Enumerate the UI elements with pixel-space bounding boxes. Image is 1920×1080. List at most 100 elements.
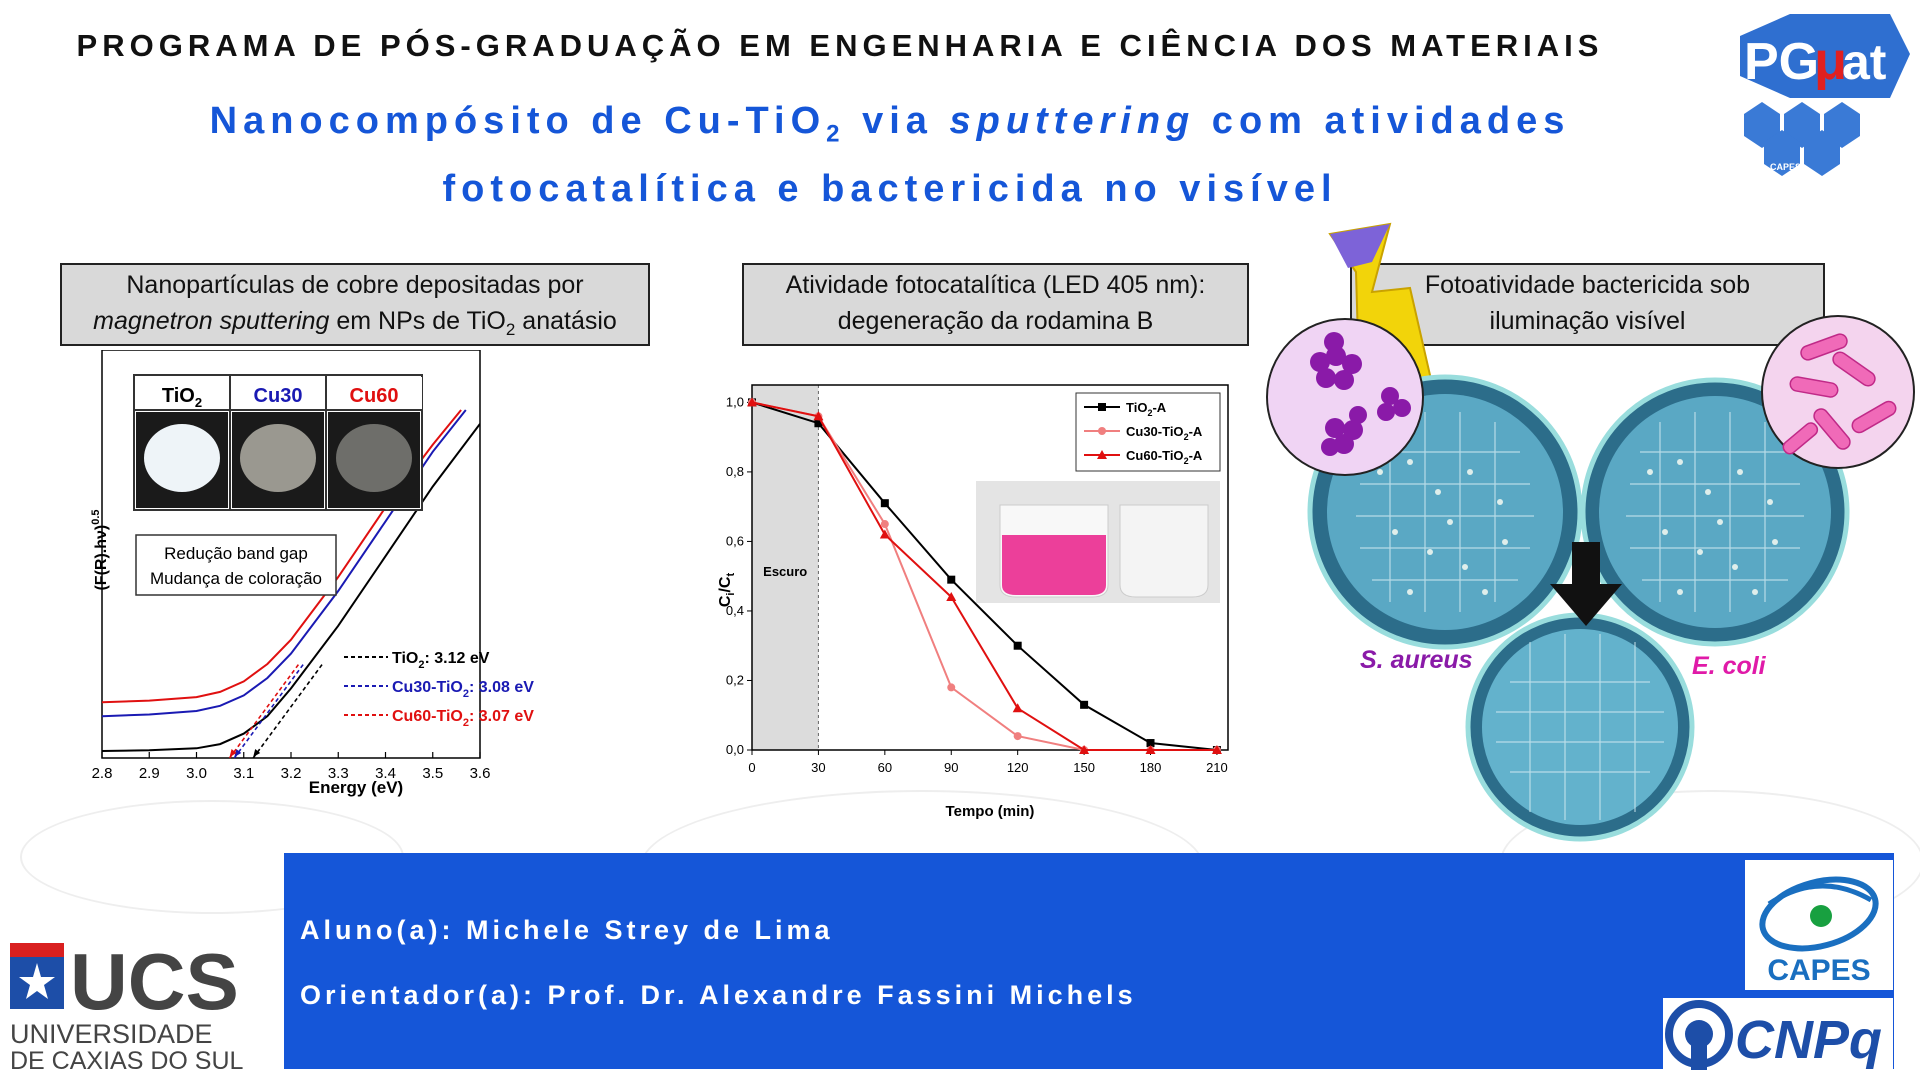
box2-line2: degeneração da rodamina B — [837, 307, 1154, 335]
legend-cu60-a: Cu60-TiO2-A — [1126, 448, 1203, 466]
label-e-coli: E. coli — [1692, 652, 1767, 680]
s-aureus-magnified — [1266, 318, 1424, 476]
box1-sub: 2 — [505, 320, 516, 339]
degradation-point — [814, 419, 823, 428]
box-photocatalytic: Atividade fotocatalítica (LED 405 nm): d… — [742, 263, 1249, 346]
bandgap-tangent-line — [252, 662, 324, 759]
degradation-point — [880, 499, 889, 508]
legend-cu30-a: Cu30-TiO2-A — [1126, 424, 1203, 442]
degradation-point — [747, 397, 757, 407]
box-bactericidal: Fotoatividade bactericida sob iluminação… — [1350, 263, 1825, 346]
ucs-wordmark: UCS — [70, 943, 239, 1026]
pgmat-logo-mu: μ — [1814, 31, 1847, 91]
bandgap-arrowhead — [229, 749, 237, 757]
bandgap-annotation: Redução band gap Mudança de coloração — [135, 534, 337, 596]
sample-label-cu30: Cu30 — [254, 385, 303, 407]
box3-line1: Fotoatividade bactericida sob — [1424, 271, 1751, 299]
sample-label-cu60: Cu60 — [350, 385, 399, 407]
petri-dish-treated — [1465, 612, 1695, 842]
degradation-point — [947, 575, 956, 584]
degradation-ylabel: Ci/Ct — [717, 573, 737, 608]
pgmat-logo-pg: PG — [1744, 33, 1819, 91]
bandgap-x-tick-label: 3.6 — [470, 765, 491, 782]
degradation-point — [813, 411, 824, 421]
bandgap-x-tick-label: 2.8 — [92, 765, 113, 782]
bandgap-x-tick-label: 3.1 — [233, 765, 254, 782]
bandgap-x-tick-label: 3.4 — [375, 765, 396, 782]
bandgap-x-tick-label: 3.2 — [281, 765, 302, 782]
sample-label-tio2: TiO2 — [162, 385, 202, 410]
bandgap-ylabel: (F(R).hν)0.5 — [90, 509, 110, 590]
degradation-xlabel: Tempo (min) — [946, 803, 1035, 820]
annotation-line2: Mudança de coloração — [150, 569, 322, 588]
bandgap-x-tick-label: 3.5 — [422, 765, 443, 782]
petri-dish-e-coli — [1580, 377, 1850, 647]
advisor-name: Orientador(a): Prof. Dr. Alexandre Fassi… — [300, 980, 1137, 1010]
bandgap-chart: (F(R).hν)0.5 2.8 2.9 3.0 3.1 3.2 3.3 3.4 3.5 3.6… — [90, 350, 534, 797]
title-text: via — [845, 100, 950, 142]
degradation-x-tick-label: 180 — [1140, 760, 1162, 775]
degradation-point — [879, 529, 890, 539]
box1-line2: magnetron sputtering em NPs de TiO2 anat… — [62, 303, 648, 348]
bandgap-arrowhead — [234, 749, 242, 757]
bandgap-tangent-line — [228, 662, 301, 759]
bacteria-illustration: S. aureus E. coli — [1266, 222, 1915, 842]
credits-bar — [284, 853, 1894, 1069]
degradation-point — [1012, 703, 1023, 713]
e-coli-magnified — [1761, 315, 1915, 469]
program-title: PROGRAMA DE PÓS-GRADUAÇÃO EM ENGENHARIA … — [76, 28, 1604, 63]
title-italic: sputtering — [949, 100, 1196, 142]
legend-tio2-a: TiO2-A — [1126, 400, 1167, 418]
annotation-line1: Redução band gap — [164, 544, 308, 563]
bandgap-series-line — [102, 423, 480, 752]
dark-region — [752, 385, 819, 750]
legend-tio2: TiO2: 3.12 eV — [392, 650, 490, 671]
box1-italic: magnetron sputtering — [93, 307, 330, 335]
pgmat-logo: PG μ at CAPES — [1740, 14, 1910, 176]
degradation-point — [947, 683, 956, 692]
bandgap-arrowhead — [253, 749, 261, 757]
bandgap-x-tick-label: 3.3 — [328, 765, 349, 782]
down-arrow-icon — [1550, 542, 1622, 626]
degradation-x-tick-label: 150 — [1073, 760, 1095, 775]
degradation-x-tick-label: 30 — [811, 760, 825, 775]
degradation-point — [1146, 739, 1155, 748]
degradation-y-tick-label: 0,0 — [726, 742, 744, 757]
bandgap-xlabel: Energy (eV) — [309, 778, 403, 797]
beaker-photo-inset — [976, 481, 1220, 603]
degradation-y-tick-label: 0,6 — [726, 533, 744, 548]
degradation-x-tick-label: 90 — [944, 760, 958, 775]
bandgap-x-tick-label: 3.0 — [186, 765, 207, 782]
sample-photo-inset: TiO2 Cu30 Cu60 — [133, 374, 423, 511]
degradation-legend: TiO2-A Cu30-TiO2-A Cu60-TiO2-A — [1075, 392, 1221, 472]
cnpq-text: CNPq — [1735, 1010, 1882, 1070]
degradation-plot-frame — [751, 384, 1229, 751]
degradation-series-line — [751, 401, 1217, 751]
degradation-chart: Ci/Ct Escuro 0 30 60 90 120 150 180 210 0,0 0,2 0,4… — [717, 384, 1229, 820]
degradation-point — [1013, 732, 1022, 741]
cnpq-logo: CNPq — [1663, 998, 1893, 1070]
degradation-point — [946, 592, 957, 602]
title-text: com atividades — [1195, 100, 1571, 142]
degradation-x-tick-label: 120 — [1007, 760, 1029, 775]
degradation-point — [1211, 745, 1222, 754]
poster-title-line-1: Nanocompósito de Cu-TiO2 via sputtering … — [0, 100, 1780, 149]
degraded-beaker — [1119, 504, 1209, 598]
capes-logo: CAPES — [1745, 860, 1893, 990]
degradation-x-tick-label: 0 — [748, 760, 755, 775]
legend-cu60: Cu60-TiO2: 3.07 eV — [392, 708, 534, 729]
degradation-y-tick-label: 0,8 — [726, 464, 744, 479]
box2-line1: Atividade fotocatalítica (LED 405 nm): — [785, 271, 1206, 299]
title-text: Nanocompósito de Cu-TiO — [209, 100, 827, 142]
rhodamine-beaker — [1002, 535, 1106, 595]
degradation-point — [880, 520, 889, 529]
bandgap-x-tick-label: 2.9 — [139, 765, 160, 782]
degradation-y-tick-label: 0,2 — [726, 672, 744, 687]
box1-text: em NPs de TiO — [329, 307, 506, 335]
label-s-aureus: S. aureus — [1360, 646, 1473, 674]
box1-text: anatásio — [515, 307, 617, 335]
ucs-logo: UCS UNIVERSIDADE DE CAXIAS DO SUL — [10, 943, 243, 1073]
student-name: Aluno(a): Michele Strey de Lima — [300, 915, 834, 945]
box3-line2: iluminação visível — [1489, 307, 1686, 335]
dark-region-label: Escuro — [763, 564, 807, 579]
